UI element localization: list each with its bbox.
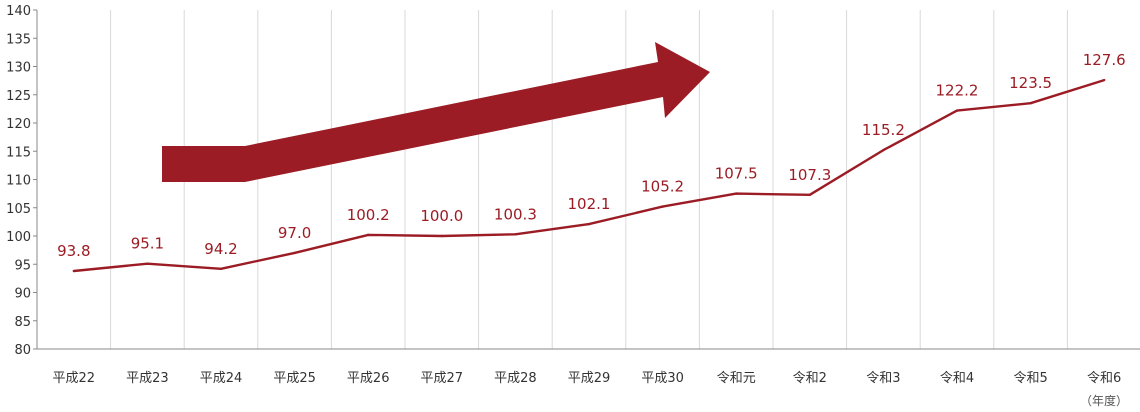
- data-label: 100.0: [420, 207, 463, 225]
- data-point: [440, 234, 443, 238]
- data-label: 94.2: [204, 240, 237, 258]
- y-tick-label: 135: [6, 32, 31, 47]
- data-label: 105.2: [641, 178, 684, 196]
- data-label: 122.2: [936, 82, 979, 100]
- data-label: 102.1: [568, 195, 611, 213]
- data-label: 100.3: [494, 205, 537, 223]
- x-tick-label: 平成24: [200, 371, 243, 386]
- data-label: 127.6: [1083, 51, 1126, 69]
- y-tick-label: 85: [14, 315, 31, 330]
- y-tick-label: 120: [6, 117, 31, 132]
- y-tick-label: 130: [6, 61, 31, 76]
- data-point: [514, 233, 517, 236]
- y-axis: 80 85 90 95 100 105 110 115 120 125 130 135 140: [6, 4, 38, 358]
- x-tick-label: 平成28: [494, 371, 537, 386]
- data-label: 95.1: [131, 235, 164, 253]
- x-tick-label: 令和2: [793, 371, 827, 386]
- x-tick-label: 令和4: [940, 371, 974, 386]
- y-tick-label: 90: [14, 287, 31, 302]
- data-point: [735, 192, 738, 195]
- data-label: 100.2: [347, 206, 390, 224]
- gridlines: [110, 10, 1068, 349]
- data-point: [1103, 78, 1106, 82]
- data-point: [1029, 102, 1032, 105]
- x-tick-label: 平成22: [53, 371, 96, 386]
- y-tick-label: 140: [6, 4, 31, 19]
- data-point: [146, 262, 149, 265]
- trend-arrow: [162, 42, 710, 182]
- x-tick-label: 令和6: [1087, 371, 1121, 386]
- x-tick-label: 平成25: [273, 371, 316, 386]
- data-point: [955, 109, 959, 112]
- x-tick-label: 令和3: [866, 371, 900, 386]
- data-point: [882, 148, 885, 152]
- x-axis: 平成22 平成23 平成24 平成25 平成26 平成27 平成28 平成29 平成30 令和元 令…: [37, 348, 1140, 386]
- x-tick-label: 平成26: [347, 371, 390, 386]
- y-tick-label: 80: [14, 343, 31, 358]
- data-point: [219, 267, 223, 270]
- y-tick-label: 105: [6, 202, 31, 217]
- x-tick-label: 平成30: [641, 371, 684, 386]
- data-label: 97.0: [278, 224, 311, 242]
- data-point: [72, 269, 76, 273]
- data-point: [661, 205, 664, 208]
- x-tick-label: 平成29: [568, 371, 611, 386]
- data-point: [367, 233, 370, 237]
- data-label: 107.3: [788, 166, 831, 184]
- data-labels: 93.8 95.1 94.2 97.0 100.2 100.0 100.3 102.1 105.…: [57, 51, 1126, 260]
- data-label: 93.8: [57, 242, 90, 260]
- data-point: [587, 222, 591, 226]
- data-label: 123.5: [1009, 74, 1052, 92]
- data-point: [293, 251, 296, 255]
- y-tick-label: 125: [6, 89, 31, 104]
- series-group: [72, 78, 1106, 273]
- y-tick-label: 95: [14, 258, 31, 273]
- x-tick-label: 平成23: [126, 371, 169, 386]
- x-tick-label: 令和5: [1013, 371, 1047, 386]
- x-tick-label: 令和元: [717, 371, 756, 386]
- data-label: 107.5: [715, 165, 758, 183]
- x-tick-label: 平成27: [421, 371, 464, 386]
- data-point: [808, 193, 811, 196]
- data-label: 115.2: [862, 121, 905, 139]
- y-tick-label: 100: [6, 230, 31, 245]
- y-tick-label: 115: [6, 145, 31, 160]
- y-tick-label: 110: [6, 174, 31, 189]
- x-unit-note: （年度）: [1080, 393, 1128, 408]
